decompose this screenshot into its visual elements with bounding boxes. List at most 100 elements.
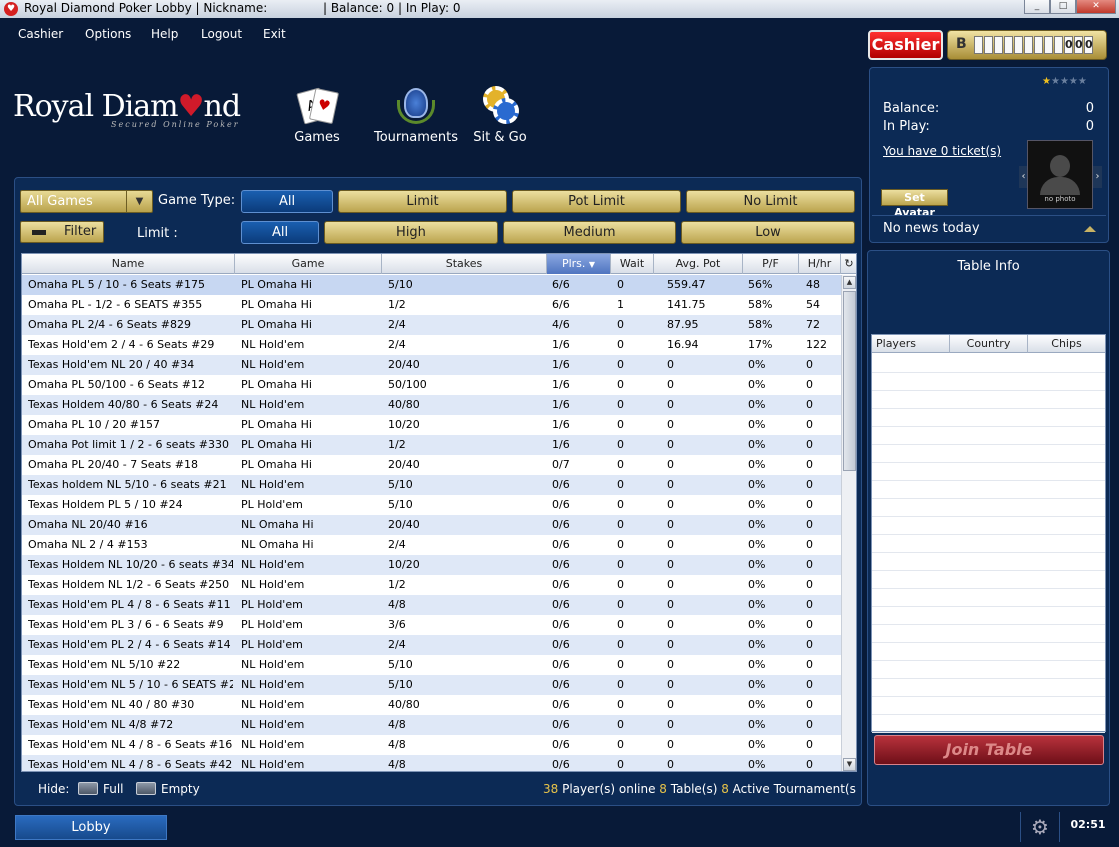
scroll-thumb[interactable] xyxy=(843,291,856,471)
country-col-header[interactable]: Country xyxy=(950,335,1028,353)
news-collapse-icon[interactable] xyxy=(1084,226,1096,232)
table-row[interactable]: Omaha PL - 1/2 - 6 SEATS #355 PL Omaha Hi… xyxy=(22,295,841,315)
cell-game: PL Hold'em xyxy=(241,618,303,631)
table-row[interactable]: Texas Hold'em NL 20 / 40 #34 NL Hold'em 20… xyxy=(22,355,841,375)
lobby-tab[interactable]: Lobby xyxy=(15,815,167,840)
col-players-header[interactable]: Plrs. ▼ xyxy=(547,254,611,274)
chevron-down-icon[interactable]: ▼ xyxy=(126,191,152,212)
table-row[interactable]: Texas Holdem NL 10/20 - 6 seats #34 NL Ho… xyxy=(22,555,841,575)
game-type-all-button[interactable]: All xyxy=(241,190,333,213)
table-row[interactable]: Texas Hold'em PL 4 / 8 - 6 Seats #11 PL H… xyxy=(22,595,841,615)
table-row[interactable]: Omaha PL 2/4 - 6 Seats #829 PL Omaha Hi 2/… xyxy=(22,315,841,335)
cell-players: 6/6 xyxy=(552,298,570,311)
join-table-button[interactable]: Join Table xyxy=(874,735,1104,765)
cashier-button[interactable]: Cashier xyxy=(868,30,943,60)
table-row[interactable]: Texas Hold'em NL 4 / 8 - 6 Seats #16 NL H… xyxy=(22,735,841,755)
tickets-link[interactable]: You have 0 ticket(s) xyxy=(883,144,1002,158)
menu-help[interactable]: Help xyxy=(151,27,179,41)
chips-col-header[interactable]: Chips xyxy=(1028,335,1105,353)
game-type-pot-limit-button[interactable]: Pot Limit xyxy=(512,190,681,213)
table-row[interactable]: Omaha NL 20/40 #16 NL Omaha Hi 20/40 0/6 0 0 0… xyxy=(22,515,841,535)
online-status: 38 Player(s) online 8 Table(s) 8 Active … xyxy=(543,782,856,796)
table-row[interactable]: Texas Hold'em NL 40 / 80 #30 NL Hold'em 40… xyxy=(22,695,841,715)
col-avg-pot-header[interactable]: Avg. Pot xyxy=(654,254,743,274)
table-row[interactable]: Omaha Pot limit 1 / 2 - 6 seats #330 PL O… xyxy=(22,435,841,455)
col-pf-header[interactable]: P/F xyxy=(743,254,799,274)
table-row[interactable]: Omaha PL 5 / 10 - 6 Seats #175 PL Omaha H… xyxy=(22,275,841,295)
cell-pf: 0% xyxy=(748,398,766,411)
hide-empty-checkbox[interactable] xyxy=(136,782,156,795)
avatar-next-icon[interactable]: › xyxy=(1093,166,1102,188)
game-type-limit-button[interactable]: Limit xyxy=(338,190,507,213)
cell-stakes: 50/100 xyxy=(388,378,427,391)
cell-stakes: 5/10 xyxy=(388,658,413,671)
cell-game: NL Hold'em xyxy=(241,358,305,371)
cell-players: 0/6 xyxy=(552,758,570,771)
menu-options[interactable]: Options xyxy=(85,27,132,41)
table-row[interactable]: Texas Hold'em NL 5/10 #22 NL Hold'em 5/10 0… xyxy=(22,655,841,675)
game-type-no-limit-button[interactable]: No Limit xyxy=(686,190,855,213)
cell-pf: 0% xyxy=(748,378,766,391)
player-row xyxy=(872,498,1105,499)
menu-exit[interactable]: Exit xyxy=(263,27,286,41)
table-scrollbar[interactable]: ▲ ▼ xyxy=(841,275,856,771)
tournaments-nav-button[interactable]: Tournaments xyxy=(373,86,459,145)
col-hhr-header[interactable]: H/hr xyxy=(799,254,841,274)
games-nav-button[interactable]: A♥ Games xyxy=(293,86,341,145)
hide-full-checkbox[interactable] xyxy=(78,782,98,795)
cell-game: NL Omaha Hi xyxy=(241,518,314,531)
table-row[interactable]: Omaha PL 10 / 20 #157 PL Omaha Hi 10/20 1/6… xyxy=(22,415,841,435)
limit-medium-button[interactable]: Medium xyxy=(503,221,676,244)
logo-text-c: nd xyxy=(203,89,242,124)
minimize-icon[interactable]: _ xyxy=(1024,0,1050,14)
cell-pf: 0% xyxy=(748,518,766,531)
cell-hhr: 0 xyxy=(806,538,813,551)
table-row[interactable]: Texas Hold'em NL 4 / 8 - 6 Seats #42 NL H… xyxy=(22,755,841,771)
col-game-header[interactable]: Game xyxy=(235,254,382,274)
close-icon[interactable]: ✕ xyxy=(1076,0,1116,14)
sit-go-nav-button[interactable]: Sit & Go xyxy=(472,86,528,145)
gear-icon[interactable]: ⚙ xyxy=(1031,815,1049,839)
cell-name: Omaha Pot limit 1 / 2 - 6 seats #330 xyxy=(28,438,229,451)
col-name-header[interactable]: Name xyxy=(22,254,235,274)
game-select-dropdown[interactable]: All Games ▼ xyxy=(20,190,153,213)
table-row[interactable]: Omaha NL 2 / 4 #153 NL Omaha Hi 2/4 0/6 0 0 0%… xyxy=(22,535,841,555)
table-row[interactable]: Texas Hold'em NL 5 / 10 - 6 SEATS #23 NL … xyxy=(22,675,841,695)
set-avatar-button[interactable]: Set Avatar xyxy=(881,189,948,219)
cell-hhr: 0 xyxy=(806,378,813,391)
cell-players: 0/6 xyxy=(552,598,570,611)
hide-label: Hide: xyxy=(38,782,70,796)
menu-logout[interactable]: Logout xyxy=(201,27,243,41)
cell-stakes: 10/20 xyxy=(388,558,420,571)
col-wait-header[interactable]: Wait xyxy=(611,254,654,274)
table-row[interactable]: Texas Hold'em PL 3 / 6 - 6 Seats #9 PL Ho… xyxy=(22,615,841,635)
limit-all-button[interactable]: All xyxy=(241,221,319,244)
table-row[interactable]: Texas Holdem 40/80 - 6 Seats #24 NL Hold'… xyxy=(22,395,841,415)
cell-avg-pot: 0 xyxy=(667,518,674,531)
player-row xyxy=(872,552,1105,553)
menu-cashier[interactable]: Cashier xyxy=(18,27,64,41)
limit-low-button[interactable]: Low xyxy=(681,221,855,244)
limit-high-button[interactable]: High xyxy=(324,221,498,244)
table-row[interactable]: Omaha PL 20/40 - 7 Seats #18 PL Omaha Hi 2… xyxy=(22,455,841,475)
refresh-icon[interactable]: ↻ xyxy=(841,254,856,274)
avatar-prev-icon[interactable]: ‹ xyxy=(1019,166,1028,188)
table-row[interactable]: Omaha PL 50/100 - 6 Seats #12 PL Omaha Hi… xyxy=(22,375,841,395)
cell-avg-pot: 0 xyxy=(667,478,674,491)
cell-hhr: 0 xyxy=(806,478,813,491)
table-row[interactable]: Texas Holdem PL 5 / 10 #24 PL Hold'em 5/10… xyxy=(22,495,841,515)
table-row[interactable]: Texas Hold'em NL 4/8 #72 NL Hold'em 4/8 0/6… xyxy=(22,715,841,735)
col-stakes-header[interactable]: Stakes xyxy=(382,254,547,274)
scroll-down-icon[interactable]: ▼ xyxy=(843,758,856,771)
table-row[interactable]: Texas Hold'em PL 2 / 4 - 6 Seats #14 PL H… xyxy=(22,635,841,655)
cell-stakes: 10/20 xyxy=(388,418,420,431)
filter-button[interactable]: Filter xyxy=(20,221,104,243)
table-row[interactable]: Texas holdem NL 5/10 - 6 seats #21 NL Hol… xyxy=(22,475,841,495)
maximize-icon[interactable]: □ xyxy=(1050,0,1076,14)
table-row[interactable]: Texas Holdem NL 1/2 - 6 Seats #250 NL Hol… xyxy=(22,575,841,595)
tables-count: 8 xyxy=(659,782,667,796)
players-col-header[interactable]: Players xyxy=(872,335,950,353)
cell-name: Texas Hold'em NL 4 / 8 - 6 Seats #16 xyxy=(28,738,233,751)
scroll-up-icon[interactable]: ▲ xyxy=(843,276,856,289)
table-row[interactable]: Texas Hold'em 2 / 4 - 6 Seats #29 NL Hold… xyxy=(22,335,841,355)
